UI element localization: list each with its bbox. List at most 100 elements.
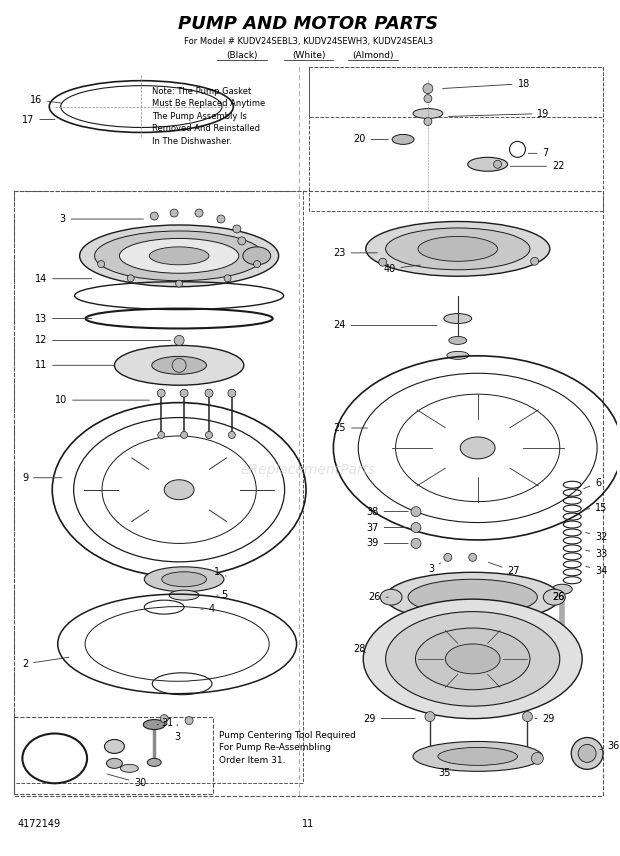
Text: 16: 16 bbox=[30, 95, 62, 104]
Circle shape bbox=[424, 95, 432, 103]
Text: (White): (White) bbox=[292, 51, 326, 60]
Text: Note: The Pump Gasket
Must Be Replaced Anytime
The Pump Assembly Is
Removed And : Note: The Pump Gasket Must Be Replaced A… bbox=[153, 86, 265, 146]
Text: (Almond): (Almond) bbox=[352, 51, 394, 60]
Circle shape bbox=[195, 209, 203, 217]
Text: 33: 33 bbox=[586, 550, 608, 559]
Ellipse shape bbox=[467, 158, 508, 171]
Circle shape bbox=[228, 389, 236, 397]
Circle shape bbox=[180, 431, 188, 438]
Text: For Model # KUDV24SEBL3, KUDV24SEWH3, KUDV24SEAL3: For Model # KUDV24SEBL3, KUDV24SEWH3, KU… bbox=[184, 38, 433, 46]
Circle shape bbox=[170, 209, 178, 217]
Text: 38: 38 bbox=[366, 507, 408, 516]
Circle shape bbox=[150, 212, 158, 220]
Text: 22: 22 bbox=[510, 161, 565, 171]
Circle shape bbox=[531, 258, 539, 265]
Text: 12: 12 bbox=[35, 336, 171, 346]
Bar bbox=[309, 67, 603, 211]
Ellipse shape bbox=[413, 741, 542, 771]
Text: 39: 39 bbox=[366, 538, 408, 549]
Text: 34: 34 bbox=[586, 566, 608, 576]
Circle shape bbox=[185, 716, 193, 724]
Circle shape bbox=[578, 745, 596, 763]
Ellipse shape bbox=[413, 109, 443, 118]
Ellipse shape bbox=[152, 356, 206, 374]
Ellipse shape bbox=[543, 589, 565, 605]
Text: 36: 36 bbox=[600, 741, 619, 752]
Ellipse shape bbox=[105, 740, 125, 753]
Ellipse shape bbox=[415, 628, 530, 690]
Ellipse shape bbox=[418, 236, 498, 261]
Circle shape bbox=[224, 275, 231, 282]
Text: 3: 3 bbox=[60, 214, 143, 224]
Ellipse shape bbox=[386, 573, 560, 622]
Text: 3: 3 bbox=[174, 724, 180, 741]
Text: 37: 37 bbox=[366, 522, 408, 532]
Ellipse shape bbox=[143, 720, 165, 729]
Text: 4172149: 4172149 bbox=[18, 819, 61, 829]
Text: 6: 6 bbox=[584, 478, 601, 489]
Circle shape bbox=[411, 538, 421, 549]
Circle shape bbox=[98, 260, 105, 268]
Circle shape bbox=[238, 237, 246, 245]
Text: 18: 18 bbox=[443, 79, 529, 89]
Ellipse shape bbox=[449, 336, 467, 344]
Circle shape bbox=[205, 431, 213, 438]
Text: 32: 32 bbox=[586, 532, 608, 543]
Ellipse shape bbox=[149, 247, 209, 265]
Text: 30: 30 bbox=[107, 774, 146, 788]
Text: 13: 13 bbox=[35, 313, 92, 324]
Text: 29: 29 bbox=[363, 714, 415, 723]
Ellipse shape bbox=[392, 134, 414, 145]
Bar bbox=[14, 716, 213, 794]
Circle shape bbox=[423, 84, 433, 93]
Text: 40: 40 bbox=[383, 264, 420, 274]
Text: 4: 4 bbox=[201, 604, 215, 614]
Text: 5: 5 bbox=[217, 590, 227, 600]
Ellipse shape bbox=[120, 764, 138, 772]
Circle shape bbox=[494, 160, 502, 169]
Text: 9: 9 bbox=[22, 473, 62, 483]
Text: 10: 10 bbox=[55, 395, 149, 405]
Text: 29: 29 bbox=[535, 714, 555, 723]
Ellipse shape bbox=[169, 590, 199, 600]
Ellipse shape bbox=[243, 247, 271, 265]
Text: 26: 26 bbox=[552, 592, 565, 602]
Text: 19: 19 bbox=[449, 109, 550, 118]
Circle shape bbox=[469, 553, 477, 562]
Circle shape bbox=[254, 260, 260, 268]
Ellipse shape bbox=[366, 222, 550, 276]
Ellipse shape bbox=[120, 239, 239, 273]
Circle shape bbox=[180, 389, 188, 397]
Circle shape bbox=[175, 280, 183, 287]
Ellipse shape bbox=[460, 437, 495, 459]
Bar bbox=[14, 191, 303, 783]
Ellipse shape bbox=[162, 572, 206, 586]
Text: 28: 28 bbox=[353, 644, 366, 654]
Text: 26: 26 bbox=[368, 592, 388, 602]
Circle shape bbox=[157, 389, 165, 397]
Text: 20: 20 bbox=[353, 134, 388, 145]
Text: 7: 7 bbox=[528, 148, 549, 158]
Circle shape bbox=[523, 711, 533, 722]
Ellipse shape bbox=[447, 351, 469, 360]
Circle shape bbox=[205, 389, 213, 397]
Text: Pump Centering Tool Required
For Pump Re-Assembling
Order Item 31.: Pump Centering Tool Required For Pump Re… bbox=[219, 730, 356, 764]
Text: PUMP AND MOTOR PARTS: PUMP AND MOTOR PARTS bbox=[179, 15, 438, 33]
Circle shape bbox=[531, 752, 543, 764]
Circle shape bbox=[217, 215, 225, 223]
Text: 11: 11 bbox=[35, 360, 115, 371]
Ellipse shape bbox=[144, 567, 224, 591]
Bar bbox=[14, 191, 603, 796]
Circle shape bbox=[411, 522, 421, 532]
Text: 31: 31 bbox=[157, 717, 174, 728]
Ellipse shape bbox=[148, 758, 161, 766]
Ellipse shape bbox=[386, 228, 530, 270]
Ellipse shape bbox=[94, 231, 264, 281]
Circle shape bbox=[233, 225, 241, 233]
Text: 14: 14 bbox=[35, 274, 92, 283]
Circle shape bbox=[571, 738, 603, 770]
Text: (Black): (Black) bbox=[226, 51, 257, 60]
Circle shape bbox=[160, 715, 168, 722]
Text: 2: 2 bbox=[22, 657, 69, 669]
Text: 3: 3 bbox=[428, 563, 441, 574]
